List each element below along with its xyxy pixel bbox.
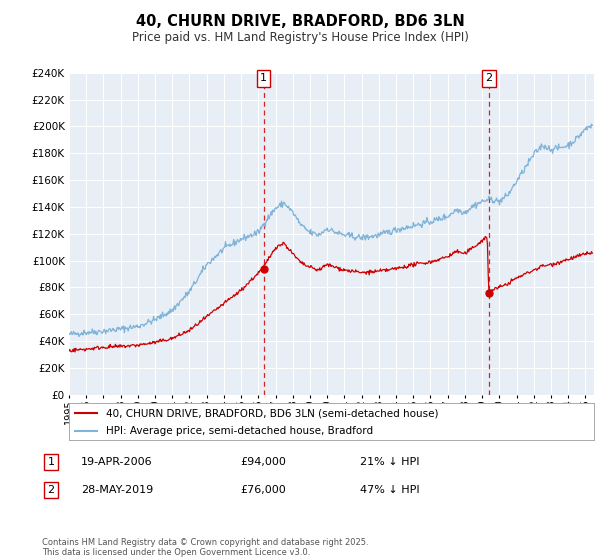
Text: 40, CHURN DRIVE, BRADFORD, BD6 3LN: 40, CHURN DRIVE, BRADFORD, BD6 3LN (136, 14, 464, 29)
Text: 19-APR-2006: 19-APR-2006 (81, 457, 152, 467)
Text: 1: 1 (47, 457, 55, 467)
Text: Price paid vs. HM Land Registry's House Price Index (HPI): Price paid vs. HM Land Registry's House … (131, 31, 469, 44)
Text: £76,000: £76,000 (240, 485, 286, 495)
Text: 21% ↓ HPI: 21% ↓ HPI (360, 457, 419, 467)
Text: 1: 1 (260, 73, 267, 83)
Text: 47% ↓ HPI: 47% ↓ HPI (360, 485, 419, 495)
Text: 28-MAY-2019: 28-MAY-2019 (81, 485, 153, 495)
Text: Contains HM Land Registry data © Crown copyright and database right 2025.
This d: Contains HM Land Registry data © Crown c… (42, 538, 368, 557)
Text: 2: 2 (47, 485, 55, 495)
Text: £94,000: £94,000 (240, 457, 286, 467)
Text: 2: 2 (485, 73, 493, 83)
Text: 40, CHURN DRIVE, BRADFORD, BD6 3LN (semi-detached house): 40, CHURN DRIVE, BRADFORD, BD6 3LN (semi… (106, 408, 438, 418)
Text: HPI: Average price, semi-detached house, Bradford: HPI: Average price, semi-detached house,… (106, 426, 373, 436)
